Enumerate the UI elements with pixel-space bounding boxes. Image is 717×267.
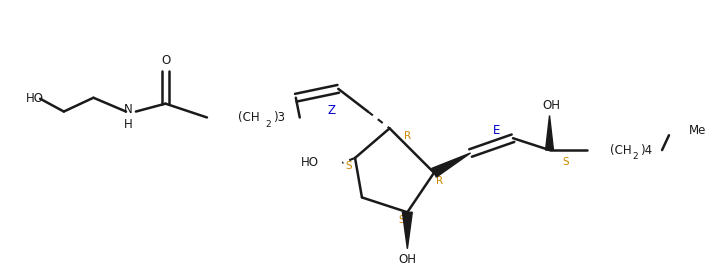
Text: S: S (562, 157, 569, 167)
Text: O: O (161, 54, 170, 67)
Text: E: E (493, 124, 500, 137)
Polygon shape (402, 212, 412, 249)
Text: N: N (123, 103, 133, 116)
Text: S: S (398, 215, 405, 225)
Text: HO: HO (27, 92, 44, 105)
Text: Me: Me (689, 124, 706, 137)
Text: (CH: (CH (609, 144, 632, 156)
Text: OH: OH (399, 253, 417, 266)
Text: Z: Z (328, 104, 336, 117)
Text: H: H (123, 118, 133, 131)
Text: OH: OH (543, 99, 561, 112)
Text: 2: 2 (265, 120, 271, 129)
Text: R: R (437, 176, 444, 186)
Text: )3: )3 (273, 111, 285, 124)
Text: HO: HO (300, 156, 318, 169)
Polygon shape (432, 153, 470, 177)
Text: (CH: (CH (237, 111, 259, 124)
Text: 2: 2 (632, 152, 638, 162)
Text: S: S (346, 161, 353, 171)
Text: )4: )4 (640, 144, 652, 156)
Text: R: R (404, 131, 411, 141)
Polygon shape (546, 116, 554, 150)
